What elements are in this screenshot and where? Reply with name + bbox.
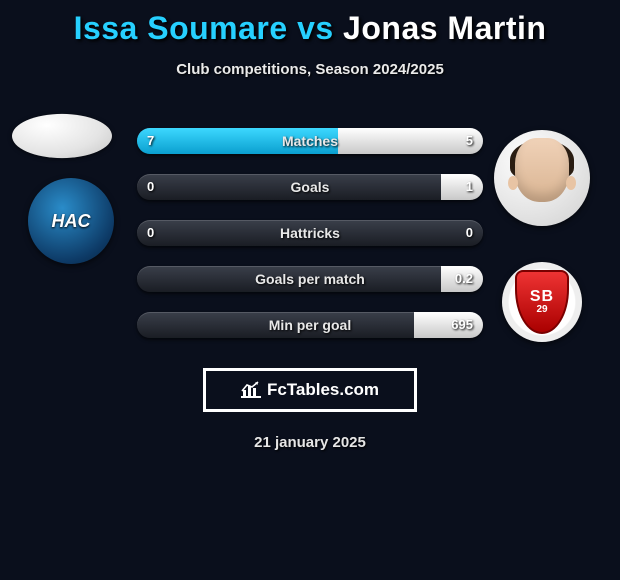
vs-text: vs [297,10,334,46]
stat-value-left: 7 [147,128,169,154]
player2-name: Jonas Martin [343,10,546,46]
stat-value-left: 0 [147,220,169,246]
branding-text: FcTables.com [267,380,379,400]
stat-bar: Min per goal 695 [137,312,483,338]
stat-label: Matches [282,133,338,149]
stat-bar: 0 Hattricks 0 [137,220,483,246]
stat-rows: 7 Matches 5 0 Goals 1 0 Hattricks 0 Goals per mat… [0,118,620,348]
stat-value-right: 5 [451,128,473,154]
player1-name: Issa Soumare [74,10,288,46]
stat-value-left [147,312,169,338]
stat-bar: Goals per match 0.2 [137,266,483,292]
stat-row: Goals per match 0.2 [0,256,620,302]
stat-label: Min per goal [269,317,351,333]
stat-row: Min per goal 695 [0,302,620,348]
stat-value-left [147,266,169,292]
stat-bar: 0 Goals 1 [137,174,483,200]
date-text: 21 january 2025 [0,434,620,451]
stat-value-right: 695 [451,312,473,338]
subtitle: Club competitions, Season 2024/2025 [0,61,620,78]
branding-box: FcTables.com [203,368,417,412]
stat-row: 7 Matches 5 [0,118,620,164]
stat-value-left: 0 [147,174,169,200]
stat-bar: 7 Matches 5 [137,128,483,154]
stat-row: 0 Hattricks 0 [0,210,620,256]
stat-value-right: 0.2 [451,266,473,292]
stat-row: 0 Goals 1 [0,164,620,210]
stat-value-right: 0 [451,220,473,246]
stat-label: Hattricks [280,225,340,241]
page-title: Issa Soumare vs Jonas Martin [0,10,620,47]
stat-label: Goals per match [255,271,365,287]
chart-icon [241,381,261,399]
stat-value-right: 1 [451,174,473,200]
stat-label: Goals [291,179,330,195]
